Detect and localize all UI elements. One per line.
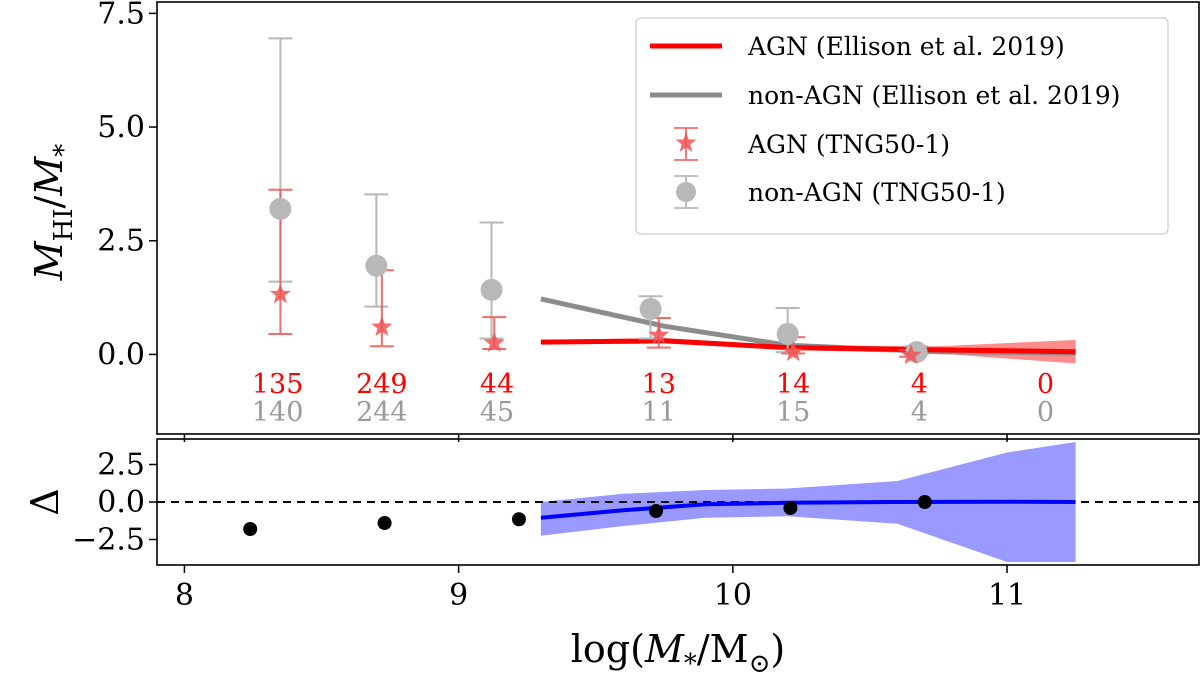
top-y-tick-label: 7.5	[97, 0, 145, 31]
agn-tng-point	[648, 324, 670, 345]
delta-point	[649, 504, 664, 518]
agn-tng-errorbar	[369, 269, 394, 348]
agn-count-label: 44	[480, 369, 514, 400]
top-marker-layer	[269, 197, 928, 365]
bottom-x-tick-label: 10	[714, 578, 752, 613]
bottom-point-layer	[243, 495, 932, 536]
nonagn-count-label: 0	[1037, 397, 1054, 428]
agn-tng-point	[483, 332, 505, 352]
nonagn-tng-point	[776, 322, 799, 345]
delta-point	[377, 516, 392, 530]
agn-count-label: 13	[642, 369, 676, 400]
xlabel-sub-star: *	[684, 649, 697, 675]
nonagn-tng-point	[365, 254, 388, 277]
top-panel-frame	[156, 1, 1200, 435]
agn-tng-point	[782, 341, 804, 361]
legend-entry-nonagn-tng: non-AGN (TNG50-1)	[674, 175, 1006, 209]
bottom-x-tick-label: 11	[988, 578, 1026, 613]
ylabel-sub-star: *	[49, 144, 79, 157]
nonagn-count-label: 244	[356, 397, 408, 428]
bottom-x-tick-label: 8	[175, 578, 194, 613]
ylabel-m2: M	[27, 156, 71, 197]
bottom-xtick-layer: 8 9 10 11	[175, 565, 1026, 613]
agn-count-label: 135	[252, 369, 304, 400]
bottom-y-tick-label: 0.0	[97, 485, 145, 520]
agn-tng-point	[900, 344, 922, 365]
agn-count-label: 249	[356, 369, 408, 400]
delta-point	[243, 522, 258, 536]
top-y-axis-label: MHI/M*	[27, 144, 79, 282]
ylabel-divider: /	[27, 195, 71, 208]
xlabel-log: log(	[571, 627, 645, 671]
bottom-y-tick-label: 2.5	[97, 448, 145, 483]
legend-entry-agn-ellison: AGN (Ellison et al. 2019)	[650, 32, 1065, 61]
top-y-tick-label: 0.0	[97, 337, 145, 372]
agn-count-label: 4	[911, 369, 928, 400]
bottom-y-tick-label: −2.5	[72, 523, 145, 558]
nonagn-count-label: 45	[480, 397, 514, 428]
xlabel-sub-sun: ⊙	[749, 649, 771, 675]
ylabel-m: M	[27, 240, 71, 281]
nonagn-count-label: 4	[911, 397, 928, 428]
nonagn-count-label: 140	[252, 397, 304, 428]
nonagn-count-label: 11	[642, 397, 676, 428]
nonagn-tng-point	[639, 297, 662, 320]
xlabel-m-sun: /M	[697, 627, 749, 671]
nonagn-tng-point	[269, 197, 292, 220]
legend-entry-nonagn-ellison: non-AGN (Ellison et al. 2019)	[650, 81, 1120, 110]
delta-point	[917, 495, 932, 509]
legend-entry-agn-tng: AGN (TNG50-1)	[674, 127, 950, 161]
delta-point	[783, 501, 798, 515]
legend-label-nonagn-ellison: non-AGN (Ellison et al. 2019)	[748, 81, 1120, 110]
top-ytick-layer: 0.0 2.5 5.0 7.5	[97, 0, 157, 372]
nonagn-tng-point	[480, 278, 503, 301]
nonagn-tng-errorbar	[364, 193, 389, 308]
top-xtick-layer	[183, 434, 1008, 442]
xlabel-close-paren: )	[770, 627, 785, 671]
agn-tng-point	[371, 316, 393, 336]
legend-star-marker	[675, 132, 697, 152]
legend-box	[635, 17, 1169, 235]
xlabel-m: M	[644, 627, 685, 671]
bottom-y-axis-label: Δ	[23, 488, 67, 515]
agn-count-label: 0	[1037, 369, 1054, 400]
nonagn-count-label: 15	[776, 397, 810, 428]
bottom-panel: 8 9 10 11 −2.50.02.5 Δ log(M*/M⊙)	[23, 438, 1200, 679]
legend-circle-marker	[676, 182, 696, 202]
top-y-tick-label: 5.0	[97, 110, 145, 145]
legend: AGN (Ellison et al. 2019) non-AGN (Ellis…	[635, 17, 1169, 235]
agn-tng-point	[269, 283, 291, 304]
legend-label-nonagn-tng: non-AGN (TNG50-1)	[748, 178, 1006, 207]
delta-point	[511, 512, 526, 527]
bottom-x-tick-label: 9	[449, 578, 468, 613]
bottom-ytick-layer: −2.50.02.5	[72, 448, 157, 558]
agn-count-label: 14	[776, 369, 810, 400]
top-y-tick-label: 2.5	[97, 224, 145, 259]
ylabel-sub-hi: HI	[49, 208, 79, 241]
legend-label-agn-tng: AGN (TNG50-1)	[747, 130, 950, 159]
x-axis-label: log(M*/M⊙)	[571, 627, 785, 675]
legend-label-agn-ellison: AGN (Ellison et al. 2019)	[747, 32, 1065, 61]
